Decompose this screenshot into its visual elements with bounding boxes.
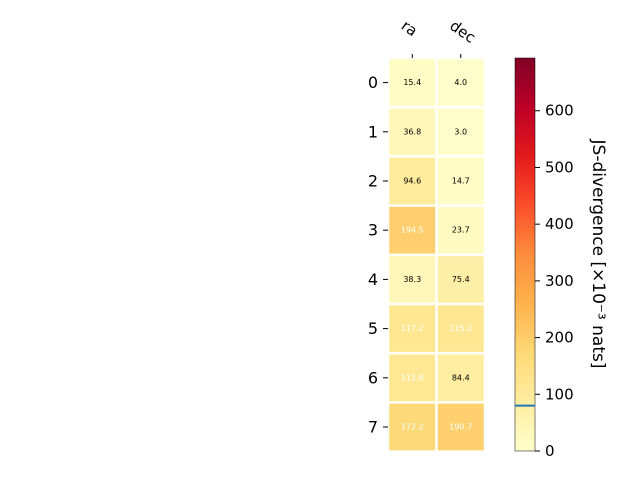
row-label: 1 (368, 122, 378, 141)
heatmap-cell (437, 59, 484, 106)
row-label: 6 (368, 368, 378, 387)
colorbar-tick-label: 600 (545, 102, 574, 120)
heatmap-cell (437, 354, 484, 402)
cell-value-label: 38.3 (403, 275, 421, 284)
heatmap-cell (437, 157, 484, 205)
heatmap-cell (389, 108, 436, 156)
heatmap-cell (437, 403, 484, 451)
cell-value-label: 15.4 (403, 78, 421, 87)
heatmap-cell (389, 305, 436, 352)
row-label: 4 (368, 270, 378, 289)
row-label: 0 (368, 73, 378, 92)
cell-value-label: 94.6 (403, 177, 421, 186)
cell-value-label: 23.7 (452, 226, 470, 235)
cell-value-label: 194.5 (401, 226, 424, 235)
row-label: 2 (368, 172, 378, 191)
cell-value-label: 190.7 (449, 423, 472, 432)
cell-value-label: 3.0 (454, 127, 467, 136)
heatmap-cell (437, 206, 484, 254)
colorbar-tick-label: 400 (545, 215, 574, 233)
heatmap-cell (437, 108, 484, 156)
row-label: 7 (368, 418, 378, 437)
column-tick-labels: ra dec (398, 17, 479, 58)
cell-value-label: 36.8 (403, 127, 421, 136)
cell-value-label: 75.4 (452, 275, 470, 284)
colorbar-tick-label: 0 (545, 442, 555, 460)
colorbar-tick-label: 500 (545, 158, 574, 176)
colorbar: 0 100 200 300 400 500 600 JS-divergence [×10⁻³… (514, 57, 608, 460)
column-label: ra (398, 17, 421, 41)
cell-value-label: 112.8 (401, 373, 424, 382)
heatmap-cell (389, 354, 436, 402)
cell-value-label: 14.7 (452, 177, 470, 186)
cell-value-label: 172.2 (401, 423, 424, 432)
row-tick-labels: 0 1 2 3 4 5 6 7 (368, 73, 388, 437)
heatmap-cell (389, 157, 436, 205)
colorbar-ticks: 0 100 200 300 400 500 600 (535, 102, 574, 460)
heatmap-cell (437, 305, 484, 352)
row-label: 3 (368, 221, 378, 240)
colorbar-tick-label: 300 (545, 272, 574, 290)
cell-value-label: 115.2 (449, 324, 472, 333)
colorbar-label: JS-divergence [×10⁻³ nats] (588, 139, 608, 369)
heatmap-cell (437, 256, 484, 303)
heatmap-cells: 15.4 4.0 36.8 3.0 94.6 14.7 194.5 23.7 38.3 75.4 1… (389, 59, 484, 451)
heatmap-cell (389, 206, 436, 254)
cell-value-label: 84.4 (452, 373, 470, 382)
heatmap-cell (389, 403, 436, 451)
colorbar-tick-label: 100 (545, 385, 574, 403)
colorbar-gradient (514, 57, 536, 452)
cell-value-label: 117.2 (401, 324, 424, 333)
colorbar-tick-label: 200 (545, 329, 574, 347)
row-label: 5 (368, 319, 378, 338)
column-label: dec (446, 17, 478, 47)
heatmap-cell (389, 59, 436, 106)
cell-value-label: 4.0 (454, 78, 467, 87)
heatmap-cell (389, 256, 436, 303)
